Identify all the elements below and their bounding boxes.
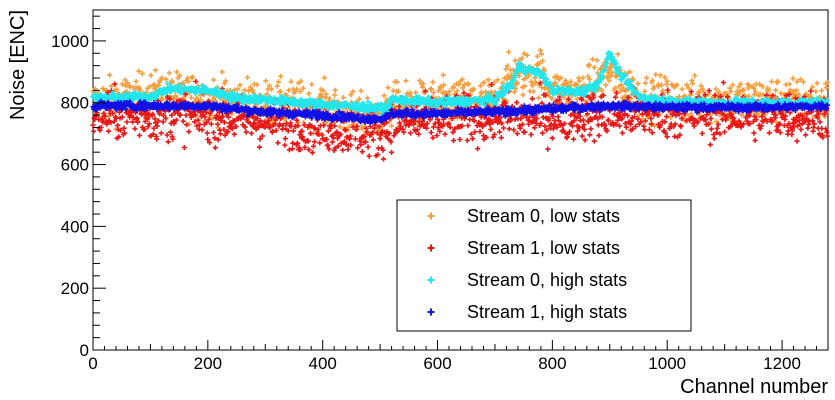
x-tick-label: 1000 [648,354,686,373]
y-tick-label: 0 [80,341,89,360]
x-tick-label: 200 [194,354,222,373]
legend-label-0: Stream 0, low stats [467,206,620,226]
legend-label-2: Stream 0, high stats [467,270,627,290]
legend-label-1: Stream 1, low stats [467,238,620,258]
x-tick-label: 800 [538,354,566,373]
legend-label-3: Stream 1, high stats [467,302,627,322]
y-tick-label: 200 [61,279,89,298]
y-tick-label: 400 [61,217,89,236]
y-tick-label: 1000 [51,32,89,51]
data-points [90,48,830,162]
legend: Stream 0, low stats Stream 1, low stats St… [397,200,691,331]
y-tick-label: 800 [61,94,89,113]
y-tick-label: 600 [61,156,89,175]
x-axis-title: Channel number [680,376,828,398]
x-tick-label: 600 [423,354,451,373]
x-tick-label: 0 [88,354,97,373]
y-axis-title: Noise [ENC] [7,10,29,120]
x-tick-label: 400 [309,354,337,373]
x-tick-label: 1200 [763,354,801,373]
